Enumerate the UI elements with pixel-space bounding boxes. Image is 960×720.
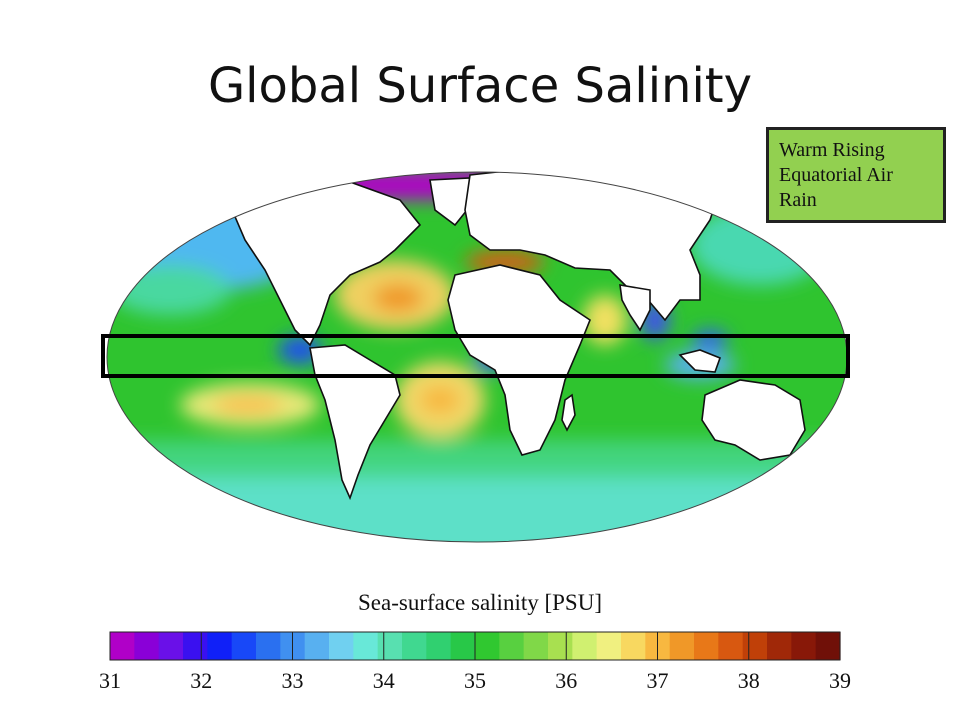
scale-ticks — [109, 632, 841, 660]
scale-segment — [621, 632, 646, 660]
scale-segment — [353, 632, 379, 660]
scale-segment — [377, 632, 403, 660]
scale-segment — [718, 632, 744, 660]
scale-segment — [669, 632, 695, 660]
scale-tick-label: 39 — [829, 668, 851, 693]
scale-segment — [767, 632, 792, 660]
scale-segment — [183, 632, 208, 660]
scale-segment — [207, 632, 233, 660]
callout-line-2: Equatorial Air — [779, 164, 893, 186]
equatorial-highlight-box — [101, 334, 850, 378]
scale-tick-label: 38 — [737, 668, 760, 693]
scale-segment — [158, 632, 184, 660]
madagascar — [561, 393, 576, 432]
scale-tick-label: 35 — [464, 668, 486, 693]
scale-tick-label: 37 — [646, 668, 669, 693]
scale-segment — [426, 632, 452, 660]
scale-segment — [742, 632, 768, 660]
callout-line-3: Rain — [779, 189, 817, 211]
scale-segment — [231, 632, 257, 660]
scale-title: Sea-surface salinity [PSU] — [358, 590, 602, 615]
scale-segment — [596, 632, 622, 660]
north-america — [228, 181, 422, 347]
arabian-sea — [583, 295, 627, 345]
india — [619, 284, 651, 332]
ocean-layer — [107, 172, 847, 542]
callout-line-1: Warm Rising — [779, 139, 885, 161]
south-america — [309, 344, 401, 501]
scale-segment — [134, 632, 160, 660]
scale-segment — [402, 632, 427, 660]
scale-tick-label: 31 — [99, 668, 121, 693]
scale-tick-label: 32 — [190, 668, 213, 693]
slide-title: Global Surface Salinity — [207, 58, 753, 114]
scale-segment — [256, 632, 281, 660]
africa — [447, 264, 591, 456]
annotation-callout: Warm Rising Equatorial Air Rain — [766, 127, 946, 223]
scale-tick-label: 36 — [555, 668, 578, 693]
scale-segment — [304, 632, 330, 660]
australia — [701, 379, 806, 461]
scale-segment — [523, 632, 549, 660]
scale-tick-label: 34 — [372, 668, 395, 693]
scale-segment — [791, 632, 817, 660]
scale-segment — [499, 632, 525, 660]
scale-tick-label: 33 — [281, 668, 304, 693]
scale-segment — [815, 632, 841, 660]
scale-segment — [572, 632, 598, 660]
land-layer — [228, 172, 806, 501]
scale-segment — [548, 632, 573, 660]
scale-segment — [110, 632, 135, 660]
scale-segment — [694, 632, 719, 660]
scale-segment — [475, 632, 500, 660]
indonesia — [678, 349, 722, 373]
scale-segment — [329, 632, 354, 660]
scale-segment — [450, 632, 476, 660]
